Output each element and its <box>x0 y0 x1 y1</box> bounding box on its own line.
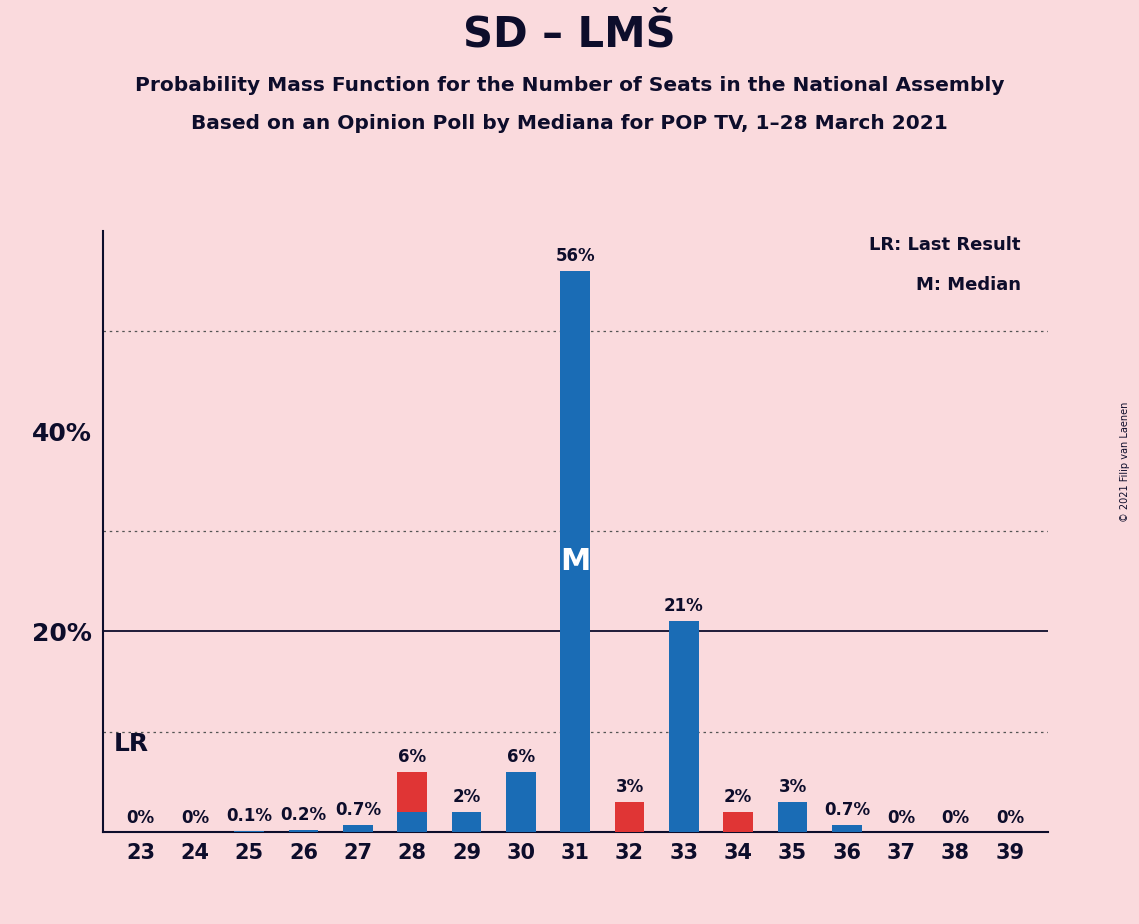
Text: 2%: 2% <box>452 787 481 806</box>
Bar <box>451 811 482 832</box>
Text: 3%: 3% <box>778 778 806 796</box>
Text: 0%: 0% <box>181 808 208 827</box>
Text: Probability Mass Function for the Number of Seats in the National Assembly: Probability Mass Function for the Number… <box>134 76 1005 95</box>
Text: 0%: 0% <box>942 808 969 827</box>
Bar <box>506 772 535 832</box>
Text: 21%: 21% <box>664 598 704 615</box>
Bar <box>669 621 699 832</box>
Bar <box>506 772 535 832</box>
Text: 0%: 0% <box>887 808 916 827</box>
Text: 6%: 6% <box>399 748 426 765</box>
Text: 2%: 2% <box>724 787 753 806</box>
Bar <box>778 801 808 832</box>
Bar <box>398 811 427 832</box>
Bar <box>398 772 427 832</box>
Text: 0%: 0% <box>995 808 1024 827</box>
Text: 0.2%: 0.2% <box>280 806 327 823</box>
Bar <box>831 829 862 832</box>
Bar <box>615 801 645 832</box>
Text: M: Median: M: Median <box>916 276 1021 294</box>
Text: 56%: 56% <box>556 247 595 265</box>
Text: 0.7%: 0.7% <box>335 800 380 819</box>
Text: 3%: 3% <box>615 778 644 796</box>
Bar <box>235 831 264 832</box>
Text: SD – LMŠ: SD – LMŠ <box>464 14 675 55</box>
Text: © 2021 Filip van Laenen: © 2021 Filip van Laenen <box>1121 402 1130 522</box>
Bar <box>560 271 590 832</box>
Bar <box>723 811 753 832</box>
Text: M: M <box>560 547 590 576</box>
Text: 6%: 6% <box>507 748 535 765</box>
Text: LR: Last Result: LR: Last Result <box>869 236 1021 254</box>
Text: LR: LR <box>114 732 148 756</box>
Bar <box>560 801 590 832</box>
Bar <box>831 824 862 832</box>
Text: Based on an Opinion Poll by Mediana for POP TV, 1–28 March 2021: Based on an Opinion Poll by Mediana for … <box>191 114 948 133</box>
Text: 0.7%: 0.7% <box>823 800 870 819</box>
Text: 0.1%: 0.1% <box>227 807 272 824</box>
Bar <box>288 830 319 832</box>
Text: 0%: 0% <box>126 808 155 827</box>
Bar <box>343 824 372 832</box>
